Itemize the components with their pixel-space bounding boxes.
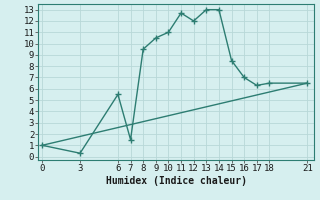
X-axis label: Humidex (Indice chaleur): Humidex (Indice chaleur) <box>106 176 246 186</box>
